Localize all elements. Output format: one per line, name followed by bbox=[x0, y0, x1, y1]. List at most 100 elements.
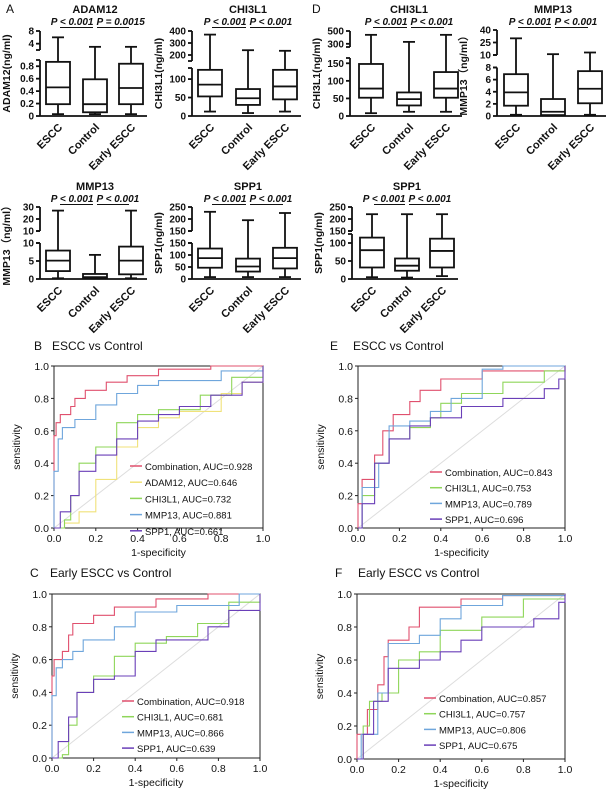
box-control bbox=[235, 49, 261, 114]
y-axis-label: CHI3L1(ng/ml) bbox=[311, 38, 323, 109]
y-tick-label: 8 bbox=[28, 27, 34, 38]
y-tick-label: 50 bbox=[175, 263, 187, 274]
x-axis-label: 1-specificity bbox=[434, 547, 490, 559]
box-iqr bbox=[235, 257, 261, 273]
y-tick-label: 40 bbox=[480, 26, 492, 37]
x-tick-label: ESCC bbox=[35, 285, 65, 315]
chart-title: MMP13 bbox=[534, 4, 572, 16]
y-tick-label: 0.8 bbox=[338, 393, 353, 405]
box-iqr bbox=[433, 71, 459, 99]
y-tick-label: 1.0 bbox=[338, 361, 353, 373]
box-iqr bbox=[394, 257, 420, 272]
legend-entry-spp1: SPP1, AUC=0.639 bbox=[137, 744, 215, 755]
reference-diagonal bbox=[356, 593, 566, 760]
legend-entry-mmp13: MMP13, AUC=0.789 bbox=[445, 499, 532, 510]
y-tick-label: 10 bbox=[23, 227, 35, 238]
y-tick-label: 0 bbox=[180, 112, 186, 123]
x-tick-label: 1.0 bbox=[253, 763, 268, 775]
legend-entry-mmp13: MMP13, AUC=0.866 bbox=[137, 728, 224, 739]
y-tick-label: 8 bbox=[485, 63, 491, 74]
box-escc bbox=[503, 37, 529, 116]
box-iqr bbox=[503, 73, 529, 107]
roc-curve-chi3l1 bbox=[52, 594, 261, 759]
chart-title: CHI3L1 bbox=[229, 4, 267, 16]
p-value-label: P < 0.001 bbox=[51, 17, 94, 28]
chart-title: ESCC vs Control bbox=[353, 339, 444, 353]
y-tick-label: 0.4 bbox=[20, 87, 34, 98]
box-iqr bbox=[359, 236, 385, 269]
chart-title: MMP13 bbox=[76, 181, 114, 193]
y-tick-label: 50 bbox=[333, 94, 345, 105]
chart-title: Early ESCC vs Control bbox=[50, 566, 171, 580]
roc-curve-combination bbox=[357, 366, 566, 528]
y-tick-label: 100 bbox=[327, 76, 344, 87]
y-tick-label: 0.6 bbox=[32, 655, 47, 667]
y-tick-label: 100 bbox=[169, 75, 186, 86]
y-tick-label: 0.0 bbox=[338, 523, 353, 535]
legend-entry-spp1: SPP1, AUC=0.696 bbox=[445, 515, 523, 526]
roc-curve-mmp13 bbox=[51, 593, 260, 758]
y-tick-label: 5 bbox=[28, 257, 34, 268]
x-tick-label: 0.6 bbox=[172, 533, 187, 545]
y-tick-label: 0.8 bbox=[337, 622, 352, 634]
y-tick-label: 250 bbox=[329, 203, 346, 214]
y-axis-label: SPP1(ng/ml) bbox=[313, 212, 325, 274]
y-tick-label: 0.6 bbox=[34, 426, 49, 438]
plot-frame bbox=[356, 593, 566, 760]
box-control bbox=[396, 40, 422, 113]
box-early-escc bbox=[272, 212, 298, 278]
reference-diagonal bbox=[357, 365, 566, 529]
y-tick-label: 300 bbox=[169, 39, 186, 50]
box-early-escc bbox=[272, 49, 298, 113]
p-value-label: P < 0.001 bbox=[250, 194, 293, 205]
box-escc bbox=[45, 36, 71, 116]
y-tick-label: 0 bbox=[28, 112, 34, 123]
roc-curve-combination bbox=[51, 593, 260, 758]
reference-diagonal bbox=[51, 593, 261, 759]
box-iqr bbox=[577, 70, 603, 105]
y-tick-label: 0.6 bbox=[20, 74, 34, 85]
y-tick-label: 2 bbox=[485, 99, 491, 110]
box-iqr bbox=[540, 98, 566, 116]
panel-label: E bbox=[330, 339, 338, 353]
x-axis-label: 1-specificity bbox=[131, 547, 187, 559]
x-tick-label: ESCC bbox=[348, 122, 378, 152]
roc-curve-mmp13 bbox=[53, 366, 264, 528]
box-control bbox=[540, 53, 566, 117]
y-axis-label: MMP13（ng/ml） bbox=[0, 200, 13, 285]
y-tick-label: 500 bbox=[327, 27, 344, 38]
y-axis-label: sensitivity bbox=[315, 423, 327, 469]
x-tick-label: 0.0 bbox=[45, 763, 60, 775]
p-value-label: P < 0.001 bbox=[555, 17, 598, 28]
chart-title: SPP1 bbox=[393, 181, 421, 193]
y-tick-label: 1.0 bbox=[32, 589, 47, 601]
x-tick-label: ESCC bbox=[187, 122, 217, 152]
x-tick-label: ESCC bbox=[35, 122, 65, 152]
p-value-label: P < 0.001 bbox=[409, 194, 452, 205]
box-escc bbox=[45, 209, 71, 280]
chart-title: CHI3L1 bbox=[390, 4, 428, 16]
p-value-label: P < 0.001 bbox=[363, 194, 406, 205]
legend-entry-combination: Combination, AUC=0.843 bbox=[445, 468, 552, 479]
y-tick-label: 1.0 bbox=[337, 589, 352, 601]
x-tick-label: Control bbox=[524, 122, 560, 158]
y-tick-label: 30 bbox=[23, 203, 35, 214]
p-value-label: P < 0.001 bbox=[204, 17, 247, 28]
y-tick-label: 0.8 bbox=[34, 393, 49, 405]
x-tick-label: ESCC bbox=[187, 285, 217, 315]
y-tick-label: 0.2 bbox=[337, 721, 352, 733]
x-tick-label: Control bbox=[219, 285, 255, 321]
y-tick-label: 200 bbox=[329, 215, 346, 226]
y-tick-label: 0.6 bbox=[337, 655, 352, 667]
y-tick-label: 0 bbox=[340, 275, 346, 286]
legend-entry-combination: Combination, AUC=0.918 bbox=[137, 697, 244, 708]
box-control bbox=[235, 219, 261, 278]
x-tick-label: 0.8 bbox=[516, 533, 531, 545]
y-tick-label: 0.4 bbox=[32, 687, 47, 699]
legend-entry-chi3l1: CHI3L1, AUC=0.757 bbox=[439, 710, 525, 721]
x-tick-label: Control bbox=[66, 122, 102, 158]
y-tick-label: 150 bbox=[327, 59, 344, 70]
